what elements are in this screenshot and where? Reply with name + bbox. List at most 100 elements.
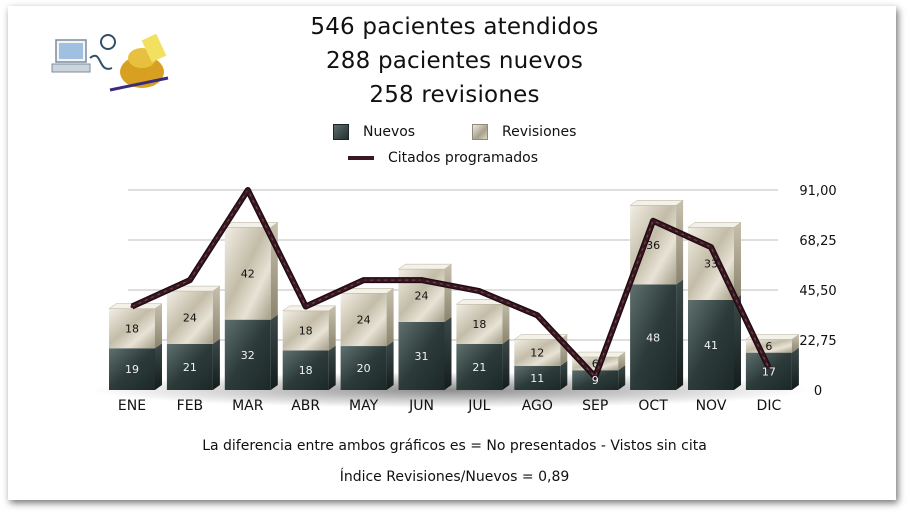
- slide-frame: [8, 6, 896, 500]
- bar-nuevos-side: [618, 365, 626, 390]
- bar-stack: [166, 285, 221, 390]
- bar-stack: [339, 288, 395, 390]
- x-tick-label: NOV: [696, 398, 727, 414]
- bar-revisiones-side: [502, 299, 510, 344]
- bar-top: [629, 200, 684, 206]
- citados-point: [767, 366, 771, 370]
- x-tick-label: JUL: [467, 398, 490, 414]
- bar-nuevos-side: [212, 338, 220, 390]
- bar-label-nuevos: 32: [241, 349, 255, 362]
- bar-label-revisiones: 12: [530, 347, 544, 360]
- bar-top: [224, 222, 279, 228]
- bar-label-revisiones: 36: [646, 239, 660, 252]
- legend-swatch-revisiones: [472, 124, 488, 140]
- bar-nuevos: [109, 348, 155, 390]
- bar-nuevos: [340, 346, 387, 390]
- bar-label-revisiones: 6: [592, 358, 599, 371]
- x-tick-label: ENE: [118, 398, 146, 414]
- bar-stack: [513, 334, 569, 390]
- y-tick-label: 0: [814, 384, 822, 399]
- bar-top: [397, 263, 453, 270]
- x-tick-label: FEB: [177, 398, 204, 414]
- y-tick-label: 45,50: [799, 284, 836, 299]
- title-line-3: 258 revisiones: [369, 82, 540, 108]
- bar-stack: [455, 299, 511, 390]
- bar-revisiones: [166, 291, 213, 344]
- bar-revisiones-side: [328, 305, 336, 351]
- bar-label-revisiones: 24: [415, 289, 429, 302]
- citados-point: [709, 245, 713, 249]
- bar-nuevos: [514, 365, 561, 390]
- legend-label-nuevos: Nuevos: [363, 124, 416, 140]
- bar-label-revisiones: 24: [357, 314, 371, 327]
- chart-title: 546 pacientes atendidos 288 pacientes nu…: [0, 10, 909, 112]
- bar-nuevos: [398, 321, 445, 390]
- y-tick-label: 22,75: [799, 334, 836, 349]
- chart-legend: Nuevos Revisiones Citados programados: [0, 124, 909, 172]
- x-tick-label: OCT: [638, 398, 668, 414]
- bar-stack: [108, 303, 163, 390]
- bar-nuevos: [630, 284, 677, 390]
- bar-label-nuevos: 48: [646, 331, 660, 344]
- bar-revisiones-side: [155, 303, 162, 349]
- bar-nuevos-side: [328, 345, 336, 390]
- bar-top: [687, 222, 742, 228]
- bar-revisiones-side: [734, 222, 741, 300]
- y-tick-label: 91,00: [799, 184, 836, 199]
- bar-nuevos: [166, 343, 213, 390]
- bar-label-revisiones: 18: [125, 322, 139, 335]
- bar-revisiones-side: [212, 286, 220, 344]
- bar-revisiones: [340, 293, 387, 347]
- legend-item-citados: Citados programados: [348, 150, 538, 166]
- bar-nuevos-side: [386, 341, 394, 390]
- bar-label-revisiones: 6: [765, 340, 772, 353]
- bar-revisiones: [109, 308, 155, 349]
- bar-stack: [281, 305, 337, 390]
- x-tick-label: SEP: [582, 398, 608, 414]
- citados-point: [246, 188, 250, 192]
- bar-nuevos: [688, 299, 734, 390]
- bar-label-nuevos: 9: [592, 374, 599, 387]
- bar-label-nuevos: 20: [357, 362, 371, 375]
- bar-nuevos-side: [734, 294, 741, 390]
- bar-revisiones: [514, 339, 561, 366]
- footer-index: Índice Revisiones/Nuevos = 0,89: [339, 469, 570, 485]
- citados-point: [477, 289, 481, 293]
- citados-point: [362, 278, 366, 282]
- bar-top: [571, 351, 626, 358]
- bar-stack: [687, 222, 742, 390]
- citados-point: [535, 313, 539, 317]
- bar-revisiones: [456, 304, 503, 344]
- bar-label-nuevos: 21: [183, 361, 197, 374]
- citados-point: [651, 219, 655, 223]
- bar-top: [281, 305, 337, 312]
- legend-swatch-nuevos: [333, 124, 349, 140]
- bar-label-nuevos: 21: [472, 361, 486, 374]
- bar-label-nuevos: 41: [704, 339, 718, 352]
- bar-nuevos-side: [270, 314, 278, 390]
- legend-swatch-citados: [348, 156, 374, 160]
- x-tick-label: ABR: [291, 398, 320, 414]
- bar-label-revisiones: 24: [183, 311, 197, 324]
- bar-nuevos: [224, 319, 271, 390]
- x-tick-label: AGO: [522, 398, 553, 414]
- citados-point: [130, 304, 134, 308]
- title-line-1: 546 pacientes atendidos: [310, 14, 599, 40]
- citados-line-texture: [131, 189, 770, 378]
- x-tick-label: MAY: [349, 398, 379, 414]
- bar-label-nuevos: 31: [415, 350, 429, 363]
- bar-nuevos-side: [560, 360, 568, 390]
- bar-label-revisiones: 18: [472, 318, 486, 331]
- legend-label-revisiones: Revisiones: [502, 124, 577, 140]
- citados-point: [188, 278, 192, 282]
- y-tick-label: 68,25: [799, 234, 836, 249]
- bar-label-nuevos: 17: [762, 365, 776, 378]
- logo: [51, 33, 169, 92]
- bar-revisiones-side: [386, 288, 394, 347]
- x-tick-label: MAR: [232, 398, 264, 414]
- bar-nuevos-side: [502, 338, 510, 390]
- bar-nuevos: [572, 370, 619, 390]
- title-line-2: 288 pacientes nuevos: [325, 48, 584, 74]
- bar-stack: [224, 222, 279, 390]
